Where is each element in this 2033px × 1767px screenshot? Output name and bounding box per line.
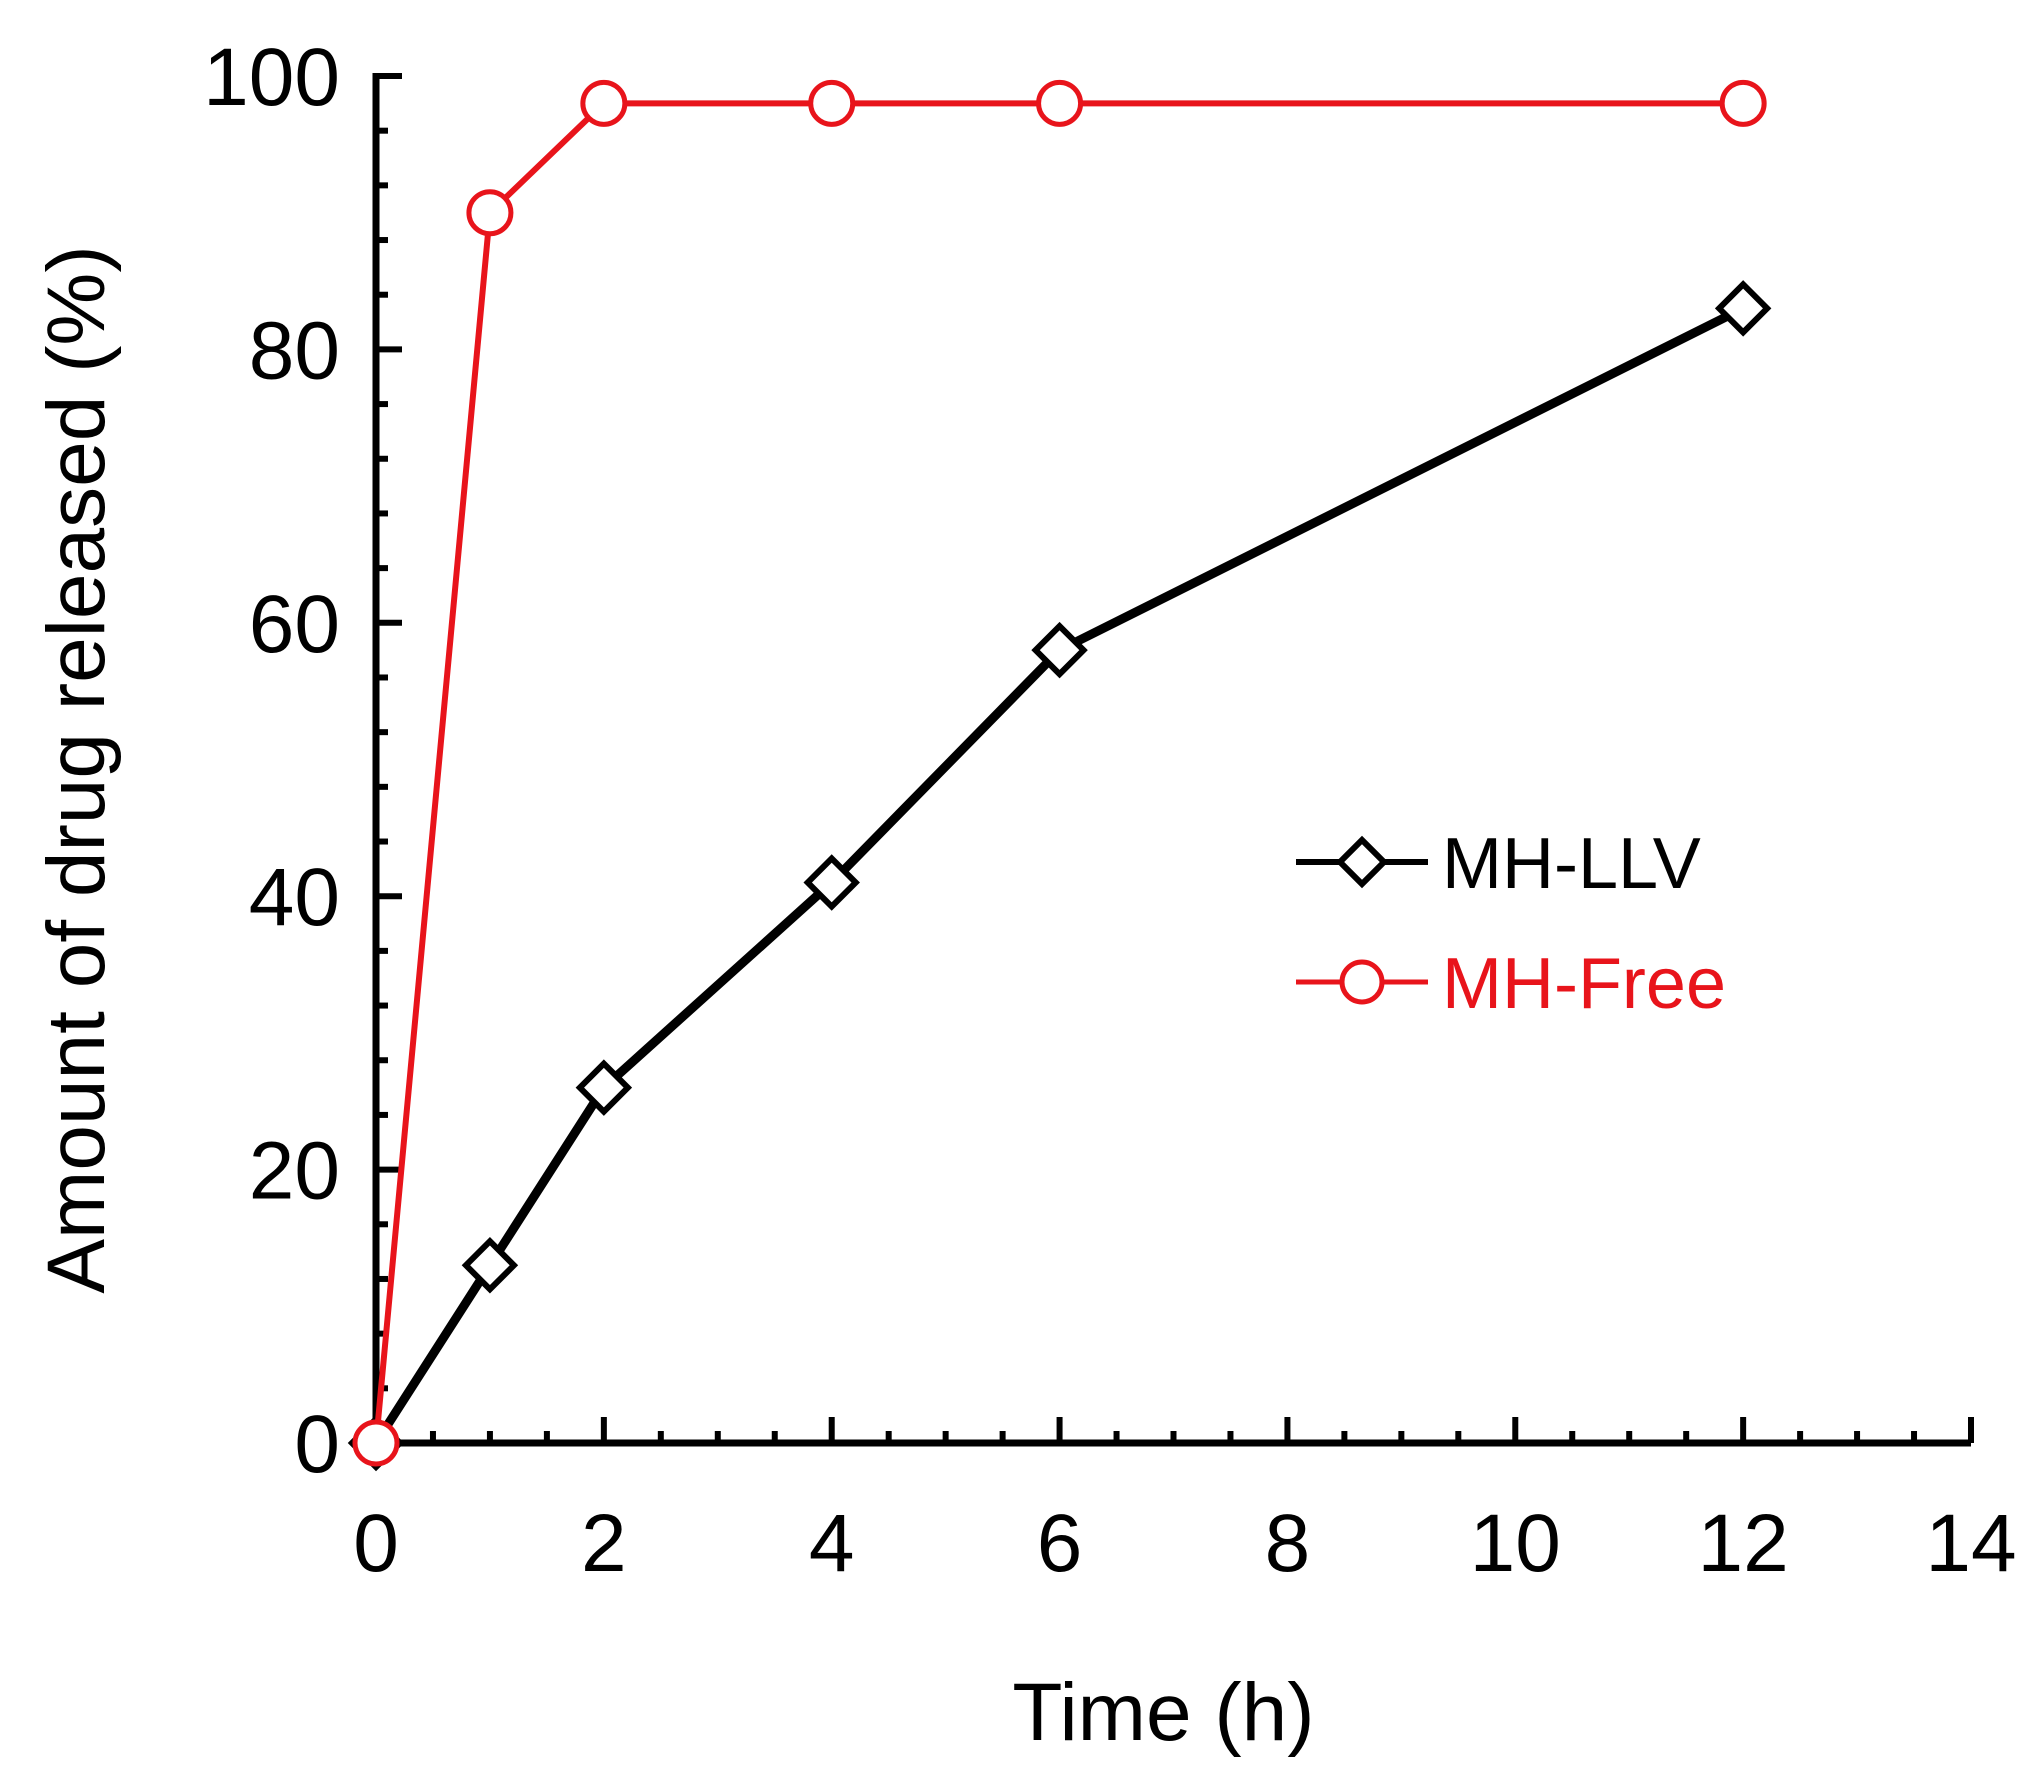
data-point-circle [1719,79,1767,127]
x-tick-label: 12 [1698,1498,1789,1589]
axes: 0 20 40 60 80 100 0 2 4 6 8 10 12 14 [203,32,2016,1589]
series-layer [347,79,1772,1472]
y-axis-title: Amount of drug released (%) [31,245,122,1293]
data-point-diamond [575,1059,633,1116]
x-tick-label: 4 [809,1498,855,1589]
data-point-diamond [461,1237,519,1294]
legend-label-mh-llv: MH-LLV [1442,824,1701,904]
x-tick-label: 10 [1470,1498,1561,1589]
x-axis-ticks: 0 2 4 6 8 10 12 14 [353,1417,2017,1589]
x-tick-label: 2 [581,1498,627,1589]
series-mh-free [352,79,1767,1467]
legend-label-mh-free: MH-Free [1442,944,1726,1024]
y-tick-label: 80 [249,305,340,396]
series-line-mh-llv [372,304,1746,1446]
x-tick-label: 8 [1265,1498,1311,1589]
y-axis-ticks: 0 20 40 60 80 100 [203,32,402,1490]
data-point-circle [466,189,514,237]
y-tick-label: 100 [203,32,340,123]
y-tick-label: 0 [294,1399,340,1490]
legend-diamond-marker [1335,835,1389,889]
legend: MH-LLV MH-Free [1296,824,1726,1024]
data-point-diamond [1714,280,1772,337]
data-point-diamond [1031,621,1088,679]
data-point-circle [808,79,856,127]
y-tick-label: 40 [249,852,340,943]
legend-item-mh-free: MH-Free [1296,944,1726,1024]
y-tick-label: 20 [249,1126,340,1217]
legend-circle-marker [1339,959,1385,1005]
x-tick-label: 6 [1037,1498,1083,1589]
x-tick-label: 14 [1925,1498,2016,1589]
series-line-mh-free [373,100,1744,1444]
data-point-circle [1036,79,1084,127]
data-point-circle [580,79,628,127]
x-tick-label: 0 [353,1498,399,1589]
legend-item-mh-llv: MH-LLV [1296,824,1701,904]
y-tick-label: 60 [249,579,340,670]
data-point-circle [352,1419,400,1467]
x-axis-title: Time (h) [1012,1667,1314,1758]
data-point-diamond [803,854,860,911]
